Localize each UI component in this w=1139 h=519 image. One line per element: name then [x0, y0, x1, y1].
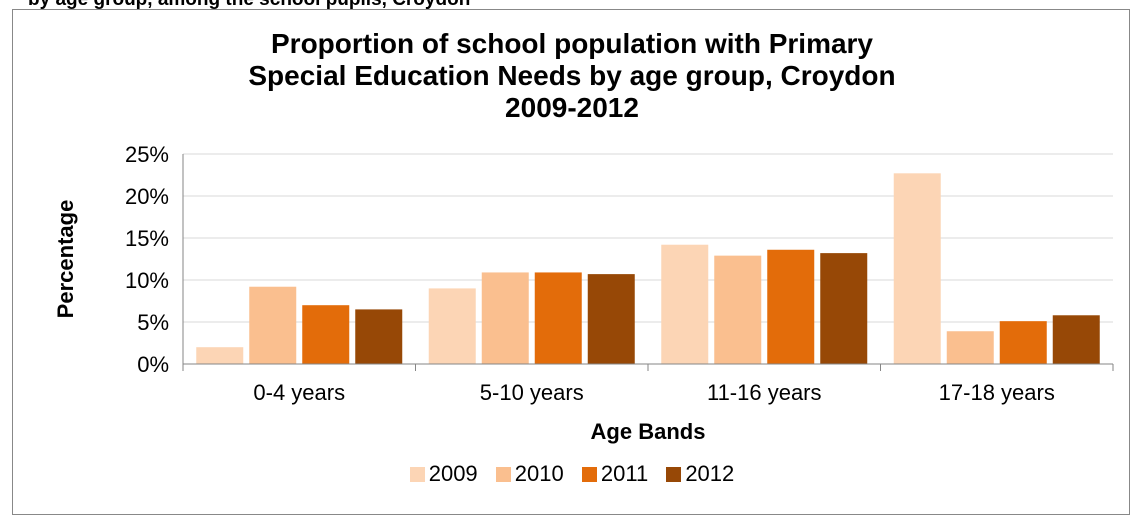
y-tick-label: 25% [125, 142, 169, 167]
chart-title-line-2: Special Education Needs by age group, Cr… [248, 60, 896, 91]
legend-item-2010: 2010 [495, 461, 564, 487]
chart-legend: 2009 2010 2011 2012 [13, 461, 1131, 487]
y-tick-label: 0% [137, 352, 169, 377]
bar-2009 [661, 244, 709, 364]
y-tick-label: 10% [125, 268, 169, 293]
legend-item-2011: 2011 [581, 461, 649, 487]
bar-2012 [1052, 315, 1100, 364]
y-tick-label: 15% [125, 226, 169, 251]
x-tick-label: 5-10 years [480, 380, 584, 405]
y-axis-title: Percentage [53, 200, 78, 319]
bar-2012 [587, 274, 635, 364]
clipped-caption-fragment: by age group, among the school pupils, C… [28, 0, 1128, 11]
legend-label-2010: 2010 [514, 461, 564, 486]
legend-label-2009: 2009 [428, 461, 478, 486]
bar-2012 [355, 309, 403, 364]
x-axis-title: Age Bands [591, 419, 706, 444]
y-tick-label: 20% [125, 184, 169, 209]
bar-2011 [302, 305, 350, 364]
legend-swatch-2009 [409, 467, 425, 482]
y-tick-label: 5% [137, 310, 169, 335]
chart-title-line-1: Proportion of school population with Pri… [271, 28, 873, 59]
bar-2012 [820, 253, 868, 364]
bar-chart-plot: 0% 5% 10% 15% 20% 25% 0-4 years 5-10 years 11-16… [53, 142, 1114, 444]
bar-2010 [946, 331, 994, 364]
bar-2010 [249, 286, 297, 364]
bar-2009 [893, 173, 941, 364]
bar-2011 [999, 321, 1047, 364]
bar-2009 [428, 288, 476, 364]
bar-2010 [714, 255, 762, 364]
x-tick-label: 17-18 years [939, 380, 1055, 405]
x-tick-label: 11-16 years [707, 380, 822, 405]
legend-item-2012: 2012 [666, 461, 734, 487]
chart-title-line-3: 2009-2012 [505, 92, 639, 123]
legend-swatch-2011 [581, 467, 597, 482]
x-tick-label: 0-4 years [253, 380, 345, 405]
chart-title: Proportion of school population with Pri… [13, 28, 1131, 124]
legend-label-2011: 2011 [600, 461, 649, 486]
legend-item-2009: 2009 [409, 461, 478, 487]
legend-label-2012: 2012 [685, 461, 735, 486]
chart-frame: Proportion of school population with Pri… [12, 9, 1130, 515]
bar-2009 [196, 347, 244, 364]
bar-2011 [534, 272, 582, 364]
bar-2011 [767, 249, 815, 364]
legend-swatch-2012 [666, 467, 682, 482]
bar-2010 [481, 272, 529, 364]
legend-swatch-2010 [495, 467, 511, 482]
